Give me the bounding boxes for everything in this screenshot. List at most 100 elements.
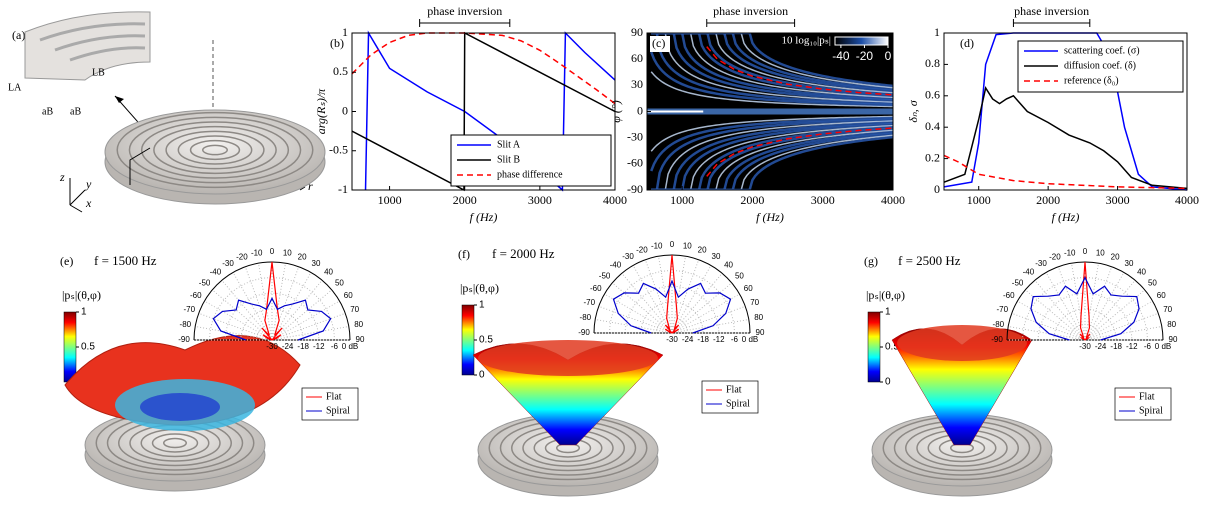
grid-spoke	[233, 272, 272, 340]
grid-circle	[256, 324, 287, 340]
legend-label: scattering coef. (σ)	[1064, 45, 1140, 56]
r-tick-label: -6	[331, 342, 339, 351]
y-tick-label: 0	[637, 103, 643, 117]
x-tick-label: 2000	[453, 193, 477, 207]
theta-tick-label: 0	[670, 240, 675, 249]
theta-tick-label: -20	[1049, 252, 1061, 261]
theta-tick-label: -60	[590, 284, 602, 293]
y-tick-label: -1	[338, 182, 348, 196]
colorbar-tick-label: 0	[479, 370, 485, 381]
colorbar-tick-label: 0.5	[81, 342, 95, 353]
grid-circle	[1069, 324, 1100, 340]
annotation: phase inversion	[1014, 4, 1089, 18]
theta-tick-label: -40	[1023, 268, 1035, 277]
radiation-surface	[478, 340, 658, 376]
colorbar-tick-label: 0	[885, 377, 891, 388]
theta-tick-label: -30	[622, 252, 634, 261]
theta-tick-label: 30	[312, 259, 321, 268]
x-tick-label: 3000	[528, 193, 552, 207]
colorbar-label: 10 log₁₀|pₛ|	[782, 35, 831, 47]
slit-inset	[25, 12, 150, 80]
annotation: phase inversion	[427, 4, 502, 18]
y-tick-label: -30	[627, 129, 643, 143]
y-tick-label: 30	[631, 77, 643, 91]
y-tick-label: -0.5	[329, 143, 348, 157]
theta-tick-label: -10	[1064, 248, 1076, 257]
y-tick-label: -60	[627, 156, 643, 170]
theta-tick-label: -70	[184, 305, 196, 314]
r-tick-label: -24	[282, 342, 294, 351]
plot-title: f = 2000 Hz	[492, 246, 555, 261]
grid-spoke	[1035, 280, 1085, 340]
panel-label: (a)	[12, 28, 25, 42]
r-tick-label: -12	[713, 335, 725, 344]
grid-spoke	[1071, 263, 1085, 340]
axis-name: z	[59, 170, 65, 184]
x-axis-label: f (Hz)	[470, 210, 498, 224]
grid-spoke	[1025, 290, 1085, 340]
theta-tick-label: 0	[270, 247, 275, 256]
y-tick-label: 0.5	[333, 64, 348, 78]
y-tick-label: 0.4	[925, 119, 940, 133]
panel-label: (b)	[330, 36, 344, 50]
x-tick-label: 1000	[670, 193, 694, 207]
theta-tick-label: -40	[610, 261, 622, 270]
legend-label: Flat	[726, 384, 742, 395]
y-tick-label: 0.6	[925, 88, 940, 102]
theta-tick-label: 50	[735, 272, 744, 281]
x-tick-label: 3000	[811, 193, 835, 207]
theta-tick-label: 80	[754, 313, 763, 322]
theta-tick-label: 60	[1157, 291, 1166, 300]
theta-tick-label: -70	[584, 298, 596, 307]
colorbar-label: |pₛ|(θ,φ)	[460, 281, 499, 295]
theta-tick-label: 90	[1169, 335, 1178, 344]
y-tick-label: 90	[631, 25, 643, 39]
colorbar-tick-label: 1	[81, 307, 87, 318]
grid-spoke	[272, 326, 349, 340]
r-tick-label: -18	[297, 342, 309, 351]
grid-spoke	[272, 272, 311, 340]
legend-label: Spiral	[326, 405, 350, 416]
grid-spoke	[658, 256, 672, 333]
theta-tick-label: 50	[335, 279, 344, 288]
theta-tick-label: 30	[712, 252, 721, 261]
plot-title: f = 1500 Hz	[94, 253, 157, 268]
dim-label: aB	[42, 106, 53, 117]
r-tick-label: -12	[1126, 342, 1138, 351]
polar-line	[613, 281, 730, 333]
annotation: phase inversion	[713, 4, 788, 18]
colorbar	[462, 305, 474, 375]
theta-tick-label: -10	[651, 241, 663, 250]
theta-tick-label: 0	[1083, 247, 1088, 256]
annotation-bracket	[1013, 19, 1089, 27]
panel-label: (f)	[458, 247, 470, 261]
colorbar-tick-label: 0	[885, 49, 892, 63]
grid-spoke	[672, 256, 686, 333]
r-tick-label: -30	[666, 335, 678, 344]
x-tick-label: 3000	[1106, 193, 1130, 207]
grid-spoke	[1046, 272, 1085, 340]
theta-tick-label: 90	[756, 328, 765, 337]
theta-tick-label: 50	[1148, 279, 1157, 288]
x-tick-label: 2000	[740, 193, 764, 207]
theta-tick-label: -60	[1003, 291, 1015, 300]
legend-label: Spiral	[726, 398, 750, 409]
y-tick-label: -90	[627, 182, 643, 196]
theta-tick-label: 20	[698, 245, 707, 254]
theta-tick-label: -20	[636, 245, 648, 254]
theta-tick-label: 20	[298, 252, 307, 261]
theta-tick-label: 10	[683, 241, 692, 250]
legend-label: Slit B	[497, 154, 520, 165]
dim-label: LB	[92, 67, 105, 78]
colorbar-tick-label: -40	[832, 49, 850, 63]
figure: (a) LA LB aB aB z y x θ r 10002000300040…	[0, 0, 1209, 512]
theta-tick-label: -90	[578, 328, 590, 337]
x-axis-label: f (Hz)	[756, 210, 784, 224]
arrowhead	[115, 96, 124, 103]
theta-tick-label: 80	[354, 320, 363, 329]
r-tick-label: -30	[266, 342, 278, 351]
legend-label: Flat	[1139, 391, 1155, 402]
colorbar-tick-label: -20	[856, 49, 874, 63]
r-tick-label: -24	[682, 335, 694, 344]
theta-tick-label: 40	[724, 261, 733, 270]
